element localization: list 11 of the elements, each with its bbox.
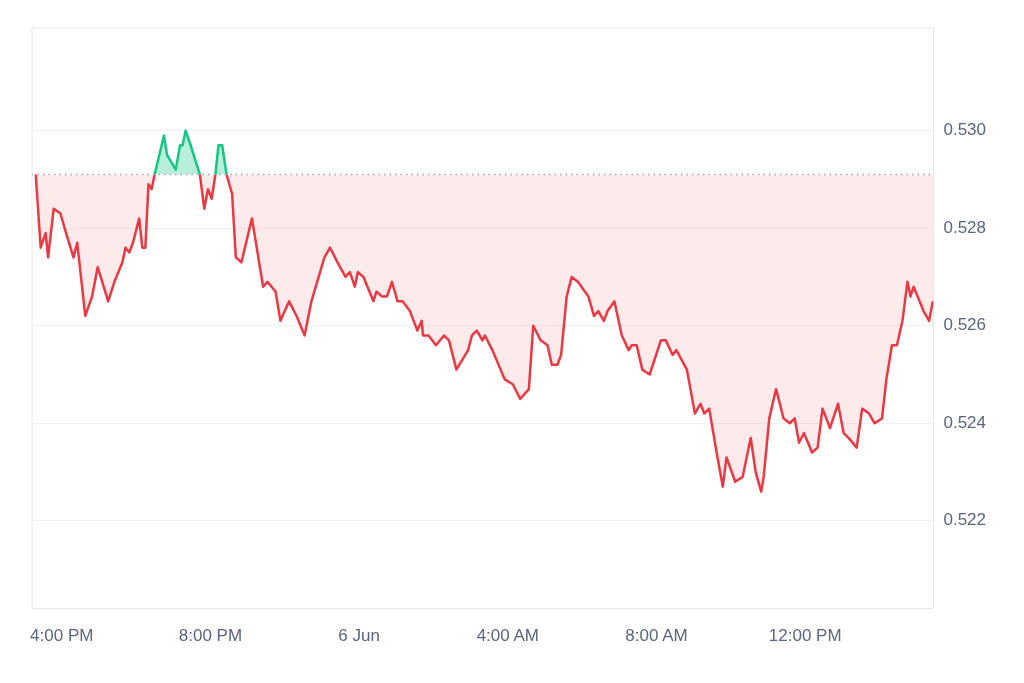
x-tick-label: 4:00 AM [476, 626, 540, 646]
x-tick-label: 4:00 PM [30, 626, 94, 646]
x-tick-label: 8:00 PM [178, 626, 243, 646]
y-tick-label: 0.530 [943, 120, 987, 140]
x-tick-label: 8:00 AM [625, 626, 688, 646]
y-tick-label: 0.526 [943, 315, 987, 335]
x-tick-label: 12:00 PM [768, 626, 842, 646]
y-tick-label: 0.522 [943, 510, 987, 530]
x-tick-label: 6 Jun [338, 626, 380, 646]
y-tick-label: 0.528 [943, 217, 987, 237]
y-tick-label: 0.524 [943, 412, 987, 432]
